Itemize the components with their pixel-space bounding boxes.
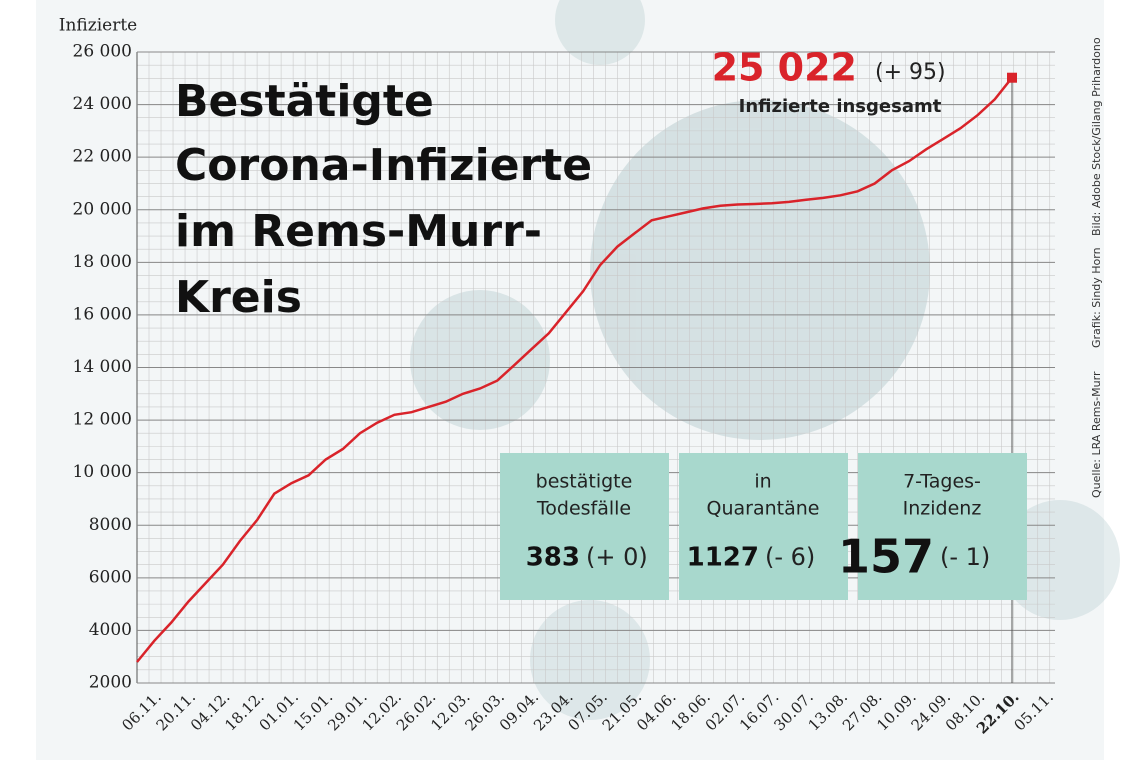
y-tick-label: 8000 — [89, 515, 132, 535]
stat-label: Inzidenz — [903, 498, 982, 520]
stat-value: 157 — [838, 530, 934, 584]
stat-value: 383 — [526, 543, 580, 573]
chart-title: Corona-Infizierte — [175, 140, 592, 191]
total-change: (+ 95) — [875, 60, 946, 85]
chart-title: im Rems-Murr- — [175, 206, 542, 257]
y-tick-label: 14 000 — [73, 357, 132, 377]
chart-title: Bestätigte — [175, 76, 434, 127]
background — [36, 0, 1104, 760]
credit: Bild: Adobe Stock/Gilang Prihardono — [1090, 37, 1103, 236]
credit: Quelle: LRA Rems-Murr — [1090, 371, 1103, 498]
stat-change: (- 6) — [765, 543, 815, 571]
y-tick-label: 20 000 — [73, 199, 132, 219]
y-tick-label: 26 000 — [73, 42, 132, 62]
stat-change: (+ 0) — [586, 543, 648, 571]
stat-box — [679, 453, 848, 600]
y-tick-label: 18 000 — [73, 252, 132, 272]
data-line — [136, 76, 1013, 663]
chart-title: Kreis — [175, 272, 302, 323]
y-axis-label: Infizierte — [59, 16, 137, 36]
y-tick-label: 12 000 — [73, 410, 132, 430]
y-tick-label: 4000 — [89, 620, 132, 640]
y-tick-label: 2000 — [89, 673, 132, 693]
y-tick-label: 24 000 — [73, 94, 132, 114]
stat-label: 7-Tages- — [903, 471, 981, 493]
stat-label: Todesfälle — [536, 498, 631, 520]
y-tick-label: 6000 — [89, 567, 132, 587]
stat-label: in — [754, 471, 771, 493]
stat-label: bestätigte — [536, 471, 633, 493]
virus-decoration — [410, 0, 1120, 720]
stat-label: Quarantäne — [707, 498, 820, 520]
y-tick-label: 10 000 — [73, 462, 132, 482]
y-tick-label: 16 000 — [73, 304, 132, 324]
stat-box — [500, 453, 669, 600]
end-point — [1007, 72, 1017, 83]
stat-box — [858, 453, 1027, 600]
total-label: Infizierte insgesamt — [739, 96, 942, 117]
stat-value: 1127 — [687, 543, 759, 573]
y-tick-label: 22 000 — [73, 147, 132, 167]
stat-change: (- 1) — [940, 543, 990, 571]
total-value: 25 022 — [712, 46, 857, 90]
credit: Grafik: Sindy Horn — [1090, 247, 1103, 348]
